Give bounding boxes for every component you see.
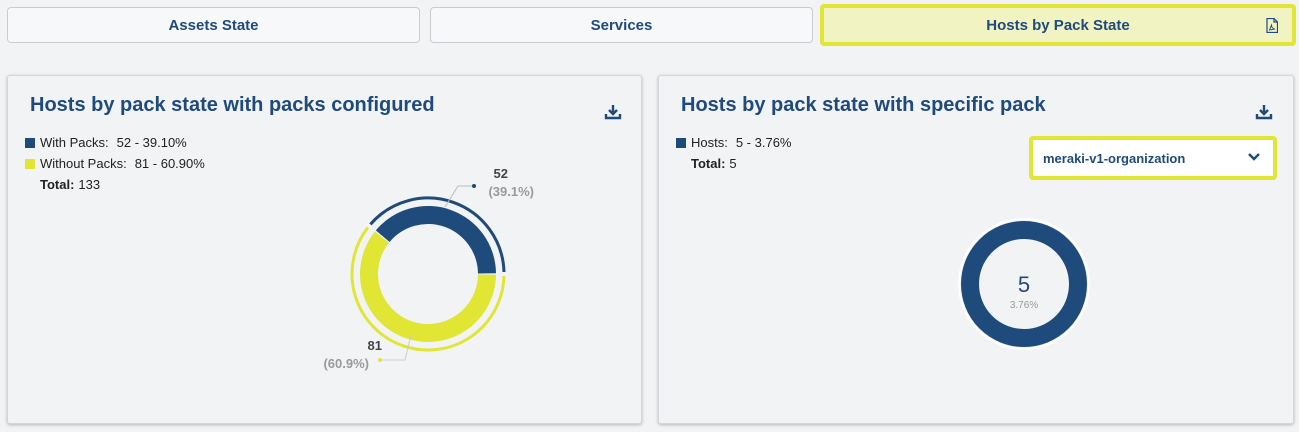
legend-label: Without Packs: [40,156,127,171]
total-label: Total: [40,177,75,192]
callout-pct-2: (60.9%) [323,356,369,371]
callout-line-1 [444,185,473,208]
donut-center-value: 5 [1018,272,1030,297]
pack-select-dropdown[interactable]: meraki-v1-organization [1029,136,1277,180]
callout-pct-1: (39.1%) [488,184,534,199]
download-icon[interactable] [604,103,622,121]
donut-outer-ring-2 [350,226,506,352]
callout-line-2 [381,334,412,361]
legend-swatch [676,137,686,148]
download-icon[interactable] [1255,103,1273,121]
legend-swatch [25,158,35,169]
legend-swatch [25,137,35,148]
panel-packs-configured: Hosts by pack state with packs configure… [7,75,642,424]
callout-value-2: 81 [368,338,382,353]
legend-value: 81 - 60.90% [134,156,205,171]
chart-legend: With Packs: 52 - 39.10% Without Packs: 8… [25,132,205,195]
legend-value: 52 - 39.10% [116,135,187,150]
tab-label: Services [590,16,653,34]
tab-services[interactable]: Services [430,7,813,43]
tab-hosts-by-pack-state[interactable]: Hosts by Pack State [820,4,1296,46]
panel-specific-pack: Hosts by pack state with specific pack H… [658,75,1294,424]
total-value: 133 [78,177,101,192]
legend-value: 5 - 3.76% [735,135,792,150]
donut-outer-ring-1 [369,196,506,273]
panel-title: Hosts by pack state with specific pack [681,94,1046,116]
pdf-icon[interactable] [1266,18,1278,33]
panel-title: Hosts by pack state with packs configure… [30,94,435,116]
total-label: Total: [691,156,726,171]
chevron-down-icon [1248,153,1260,161]
donut-chart-specific: 5 3.76% [958,218,1090,350]
donut-slice-2[interactable] [360,231,496,342]
legend-total: Total: 133 [25,174,205,195]
legend-item-with-packs: With Packs: 52 - 39.10% [25,132,205,153]
total-value: 5 [729,156,737,171]
legend-item-hosts: Hosts: 5 - 3.76% [676,132,792,153]
callout-value-1: 52 [494,166,508,181]
callout-dot-1 [472,184,476,188]
legend-label: Hosts: [691,135,728,150]
donut-outline [958,218,1090,350]
donut-center-pct: 3.76% [1010,300,1038,311]
legend-item-without-packs: Without Packs: 81 - 60.90% [25,153,205,174]
donut-slice-1[interactable] [375,206,496,274]
donut-chart-packs: 52 (39.1%) 81 (60.9%) [323,166,534,371]
tab-assets-state[interactable]: Assets State [7,7,420,43]
callout-dot-2 [378,358,382,362]
legend-label: With Packs: [40,135,109,150]
legend-total: Total: 5 [676,153,792,174]
tab-label: Hosts by Pack State [986,16,1130,34]
tab-label: Assets State [168,16,259,34]
dropdown-value: meraki-v1-organization [1043,150,1186,166]
chart-legend: Hosts: 5 - 3.76% Total: 5 [676,132,792,174]
donut-slice-hosts[interactable] [961,221,1087,347]
